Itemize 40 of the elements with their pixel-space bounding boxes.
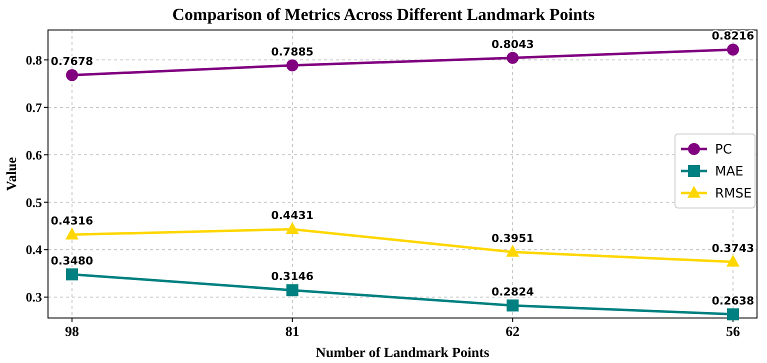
point [286, 284, 298, 296]
point [286, 222, 299, 234]
point [65, 227, 79, 240]
data-label: 0.8216 [712, 30, 755, 43]
chart-title: Comparison of Metrics Across Different Landmark Points [172, 5, 596, 24]
point [727, 44, 739, 56]
y-axis-title: Value [5, 157, 20, 191]
x-tick-label: 98 [65, 325, 79, 340]
y-tick-label: 0.4 [26, 242, 42, 258]
y-tick-label: 0.7 [26, 100, 42, 115]
data-label: 0.3480 [50, 254, 94, 268]
y-tick-label: 0.3 [26, 290, 42, 305]
x-tick-label: 62 [506, 325, 520, 340]
point [506, 299, 519, 312]
x-axis-title: Number of Landmark Points [316, 346, 490, 361]
y-tick-label: 0.8 [26, 52, 42, 68]
legend-label: MAE [715, 164, 744, 180]
point [727, 308, 739, 320]
y-tick-label: 0.6 [26, 147, 42, 162]
data-label: 0.3743 [712, 242, 754, 255]
point [726, 254, 740, 267]
data-label: 0.2824 [491, 285, 534, 298]
data-label: 0.2638 [712, 294, 754, 308]
data-label: 0.7678 [50, 55, 94, 68]
y-tick-label: 0.5 [26, 194, 42, 210]
data-label: 0.4431 [271, 209, 314, 222]
point [66, 69, 78, 82]
legend-label: RMSE [715, 186, 752, 202]
data-label: 0.4316 [50, 214, 94, 228]
point [66, 268, 78, 280]
x-tick-label: 56 [726, 325, 740, 340]
point [506, 52, 519, 64]
data-label: 0.7885 [271, 45, 314, 58]
data-label: 0.8043 [491, 38, 534, 51]
point [286, 59, 298, 72]
point [506, 244, 520, 257]
x-tick-label: 81 [285, 325, 300, 340]
legend-label: PC [715, 142, 732, 158]
data-label: 0.3146 [271, 270, 314, 284]
data-label: 0.3951 [491, 232, 534, 245]
